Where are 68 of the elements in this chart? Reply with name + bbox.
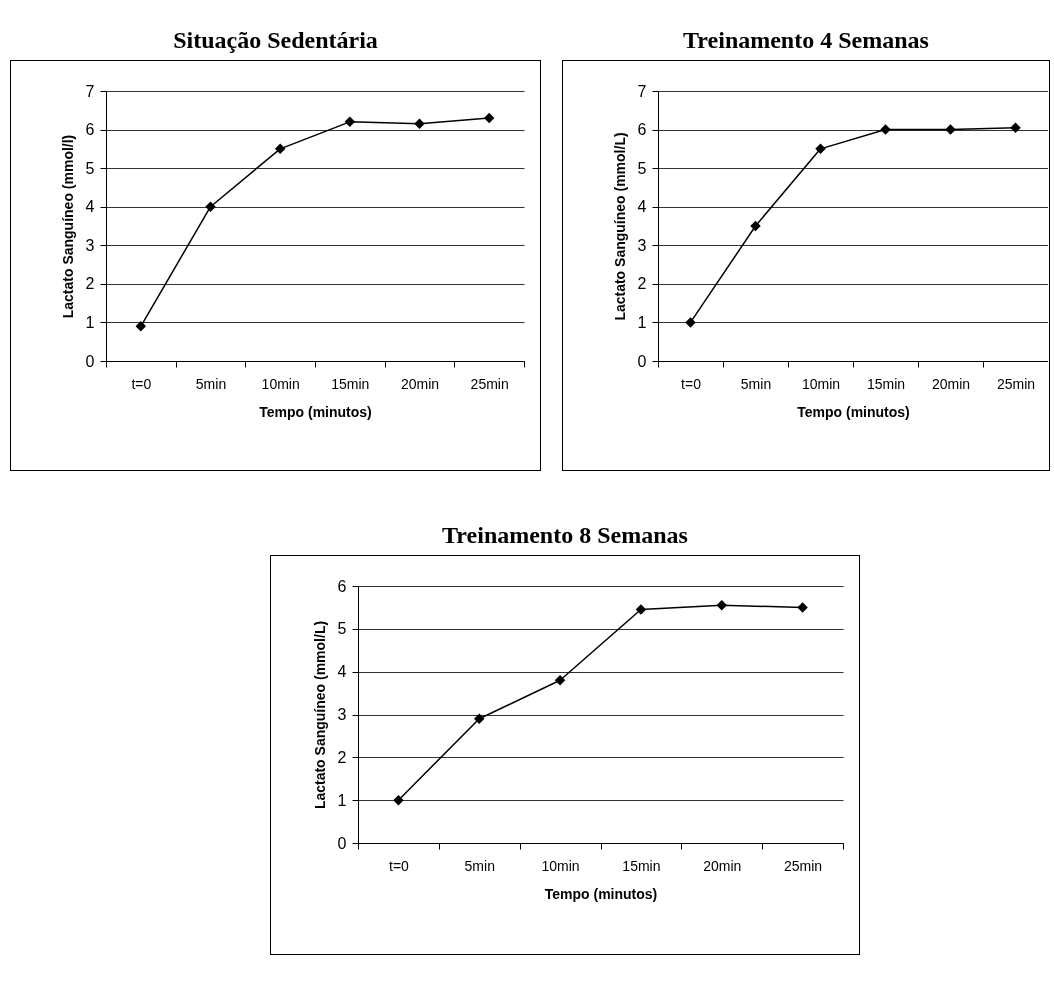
point (393, 794, 404, 806)
point (205, 201, 216, 212)
point (815, 143, 826, 155)
y-tick-label: 1 (337, 791, 347, 809)
point (880, 124, 891, 135)
point (750, 220, 761, 232)
x-tick-label: 10min (261, 375, 300, 392)
x-tick-label: 5min (740, 375, 772, 392)
point (483, 112, 495, 124)
x-tick-label: 25min (996, 375, 1036, 392)
y-tick-label: 3 (85, 236, 95, 254)
x-tick-label: 15min (622, 857, 661, 874)
y-tick-label: 6 (637, 121, 647, 139)
y-tick-label: 2 (85, 275, 95, 293)
y-axis-title: Lactato Sanguíneo (mmol/l) (59, 134, 76, 319)
y-tick-label: 4 (85, 198, 95, 216)
chart-title: Treinamento 8 Semanas (441, 521, 689, 550)
y-tick-label: 0 (637, 352, 647, 370)
y-tick-label: 5 (337, 620, 347, 638)
point (414, 118, 425, 130)
chart-title: Situação Sedentária (172, 26, 379, 55)
x-axis-title: Tempo (minutos) (544, 885, 658, 902)
point (945, 124, 956, 135)
y-tick-label: 3 (637, 236, 647, 254)
y-tick-label: 5 (85, 159, 95, 177)
point (554, 674, 566, 686)
point (474, 713, 485, 725)
point (1010, 122, 1021, 133)
x-tick-label: t=0 (131, 375, 152, 392)
point (635, 604, 647, 615)
point (797, 602, 808, 613)
x-tick-label: 15min (866, 375, 906, 392)
y-tick-label: 7 (85, 82, 95, 100)
point (685, 317, 696, 328)
y-axis-title: Lactato Sanguíneo (mmol/L) (311, 620, 328, 810)
point (274, 143, 286, 155)
x-axis-title: Tempo (minutos) (797, 403, 910, 420)
x-tick-label: 5min (464, 857, 495, 874)
x-tick-label: t=0 (681, 375, 702, 392)
y-tick-label: 1 (637, 313, 647, 331)
point (135, 321, 147, 332)
y-tick-label: 4 (337, 663, 347, 681)
x-tick-label: 10min (541, 857, 580, 874)
x-tick-label: 20min (703, 857, 742, 874)
y-tick-label: 6 (337, 577, 347, 595)
x-tick-label: 25min (470, 375, 509, 392)
y-tick-label: 4 (637, 198, 647, 216)
y-tick-label: 7 (637, 82, 647, 100)
y-axis-title: Lactato Sanguíneo (mmol/L) (611, 132, 628, 321)
y-tick-label: 1 (85, 313, 95, 331)
y-tick-label: 2 (637, 275, 647, 293)
x-tick-label: 20min (931, 375, 971, 392)
x-tick-label: t=0 (388, 857, 410, 874)
chart-title: Treinamento 4 Semanas (682, 26, 930, 55)
x-tick-label: 20min (400, 375, 440, 392)
y-tick-label: 3 (337, 706, 347, 723)
x-axis-title: Tempo (minutos) (259, 403, 372, 420)
y-tick-label: 6 (85, 121, 95, 139)
y-tick-label: 2 (337, 748, 347, 766)
y-tick-label: 5 (637, 159, 647, 177)
y-tick-label: 0 (85, 352, 95, 370)
x-tick-label: 25min (784, 857, 823, 874)
x-tick-label: 10min (801, 375, 841, 392)
x-tick-label: 15min (331, 375, 370, 392)
point (344, 116, 356, 128)
y-tick-label: 0 (337, 834, 347, 852)
point (716, 600, 727, 611)
x-tick-label: 5min (195, 375, 227, 392)
